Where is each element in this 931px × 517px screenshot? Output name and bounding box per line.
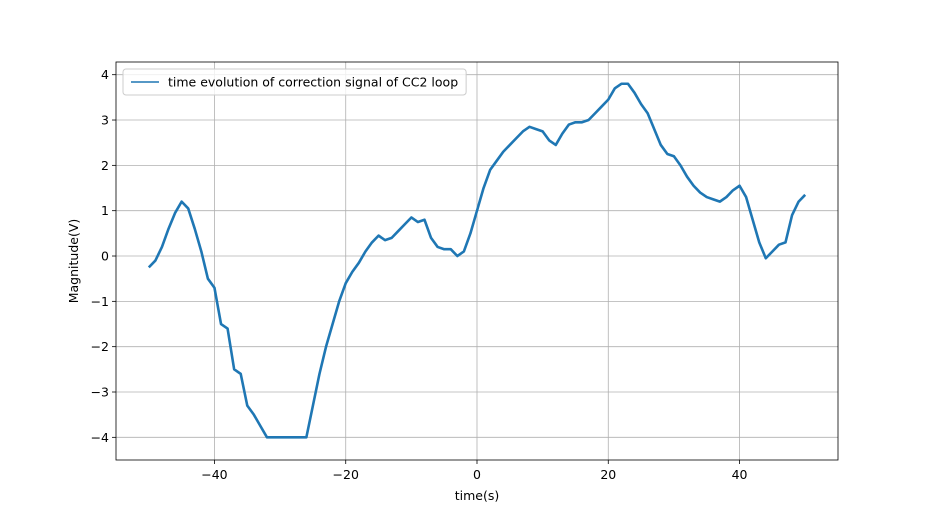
- y-tick-label: −1: [91, 294, 109, 309]
- x-tick-label: −20: [333, 467, 359, 482]
- plot-frame: [115, 61, 839, 461]
- y-tick-label: −4: [91, 430, 109, 445]
- y-tick-label: 0: [101, 249, 109, 264]
- x-tick-label: 0: [473, 467, 481, 482]
- y-tick-label: 2: [101, 158, 109, 173]
- y-axis-label: Magnitude(V): [66, 219, 81, 304]
- x-tick-label: 40: [732, 467, 748, 482]
- x-tick-label: 20: [600, 467, 616, 482]
- legend: time evolution of correction signal of C…: [122, 68, 467, 96]
- y-tick-label: 4: [101, 67, 109, 82]
- y-tick-label: −2: [91, 339, 109, 354]
- legend-box: [122, 68, 467, 96]
- x-axis-label: time(s): [455, 488, 500, 503]
- y-tick-label: −3: [91, 385, 109, 400]
- x-tick-label: −40: [201, 467, 227, 482]
- legend-label: time evolution of correction signal of C…: [168, 75, 458, 90]
- data-line: [147, 82, 807, 439]
- y-tick-label: 3: [101, 113, 109, 128]
- y-tick-label: 1: [101, 203, 109, 218]
